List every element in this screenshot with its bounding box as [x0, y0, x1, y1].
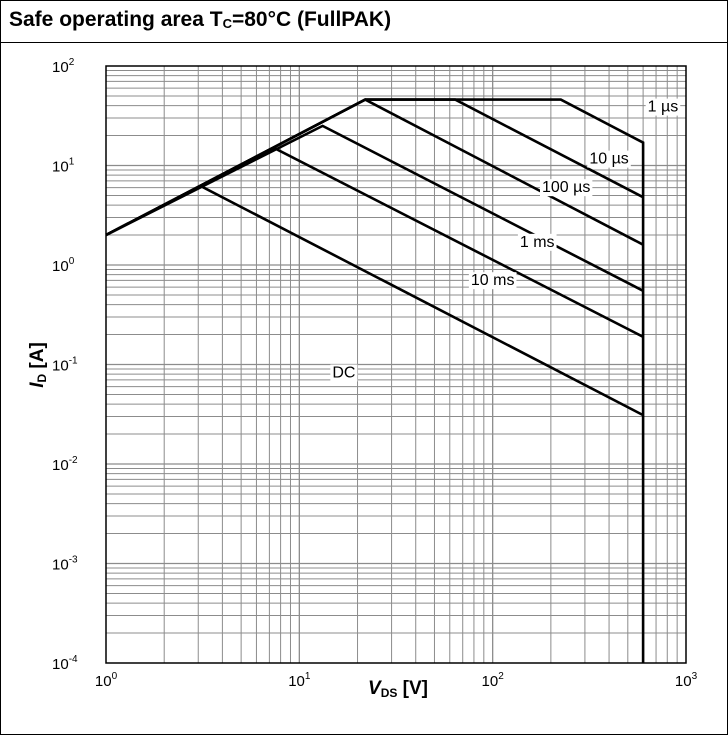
- curve-label-3: 1 ms: [517, 233, 557, 251]
- x-tick-label: 101: [288, 671, 311, 690]
- curve-1: [105, 98, 644, 237]
- curve-label-text: 10 ms: [471, 272, 515, 289]
- curve-label-4: 10 ms: [468, 272, 517, 290]
- curve-5: [105, 184, 644, 417]
- y-tick-label: 10-3: [52, 555, 78, 574]
- curve-2: [105, 98, 644, 246]
- curve-label-bg: [587, 150, 631, 168]
- x-tick-label: 100: [95, 671, 118, 690]
- curve-label-5: DC: [330, 364, 358, 382]
- curve-label-text: 100 µs: [542, 179, 590, 196]
- x-axis-title: VDS [V]: [368, 678, 428, 700]
- title-bar: Safe operating area TC=80°C (FullPAK): [1, 1, 727, 43]
- curve-label-text: 10 µs: [589, 151, 628, 168]
- curve-3: [105, 124, 644, 292]
- curve-label-text: DC: [332, 365, 355, 382]
- y-axis-title: ID [A]: [27, 342, 49, 388]
- curve-label-text: 1 µs: [648, 99, 679, 116]
- curves: [105, 98, 645, 663]
- curve-label-bg: [330, 364, 358, 382]
- y-tick-label: 10-4: [52, 654, 78, 673]
- chart-title: Safe operating area TC=80°C (FullPAK): [9, 8, 392, 31]
- x-tick-label: 103: [675, 671, 698, 690]
- curve-label-1: 10 µs: [587, 150, 631, 168]
- curve-label-bg: [517, 233, 557, 251]
- y-tick-label: 10-1: [52, 356, 78, 375]
- curve-label-bg: [539, 179, 593, 197]
- curve-4: [105, 146, 644, 338]
- x-tick-labels: 100 101 102 103: [95, 671, 698, 690]
- x-tick-label: 102: [482, 671, 505, 690]
- curve-label-text: 1 ms: [520, 234, 555, 251]
- y-tick-label: 102: [52, 57, 75, 76]
- curve-label-2: 100 µs: [539, 179, 593, 197]
- curve-label-bg: [645, 98, 681, 116]
- title-subscript: C: [222, 16, 232, 31]
- y-tick-labels: 102 101 100 10-1 10-2 10-3 10-4: [52, 57, 78, 673]
- y-tick-label: 100: [52, 256, 75, 275]
- y-tick-label: 10-2: [52, 455, 78, 474]
- curve-label-0: 1 µs: [645, 98, 681, 116]
- grid-lines: [106, 66, 686, 663]
- plot-border: [105, 65, 687, 664]
- y-tick-label: 101: [52, 157, 75, 176]
- curve-labels: 1 µs 10 µs 100 µs 1 ms 10 ms DC: [330, 98, 681, 382]
- curve-label-bg: [468, 272, 517, 290]
